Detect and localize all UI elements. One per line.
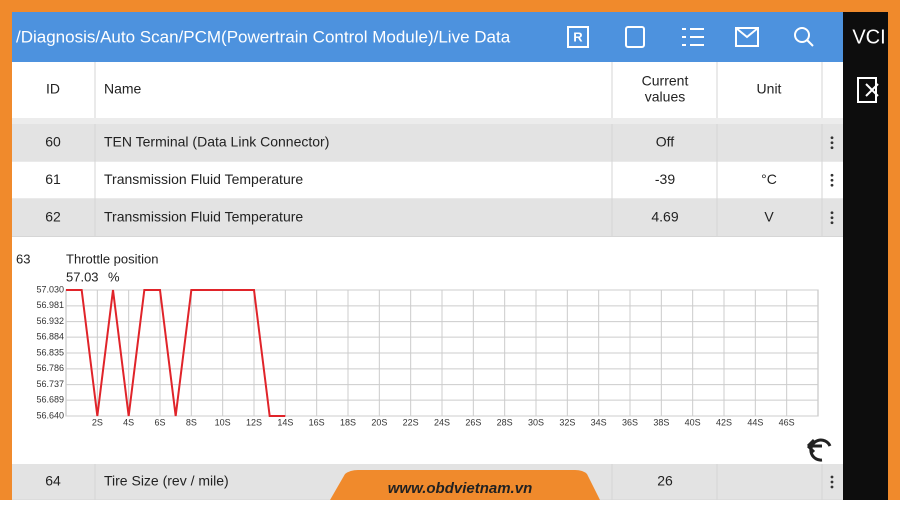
vci-button[interactable]: VCI (852, 26, 885, 48)
row-value: Off (656, 133, 675, 149)
x-tick-label: 12S (246, 417, 262, 427)
header-id: ID (46, 81, 60, 97)
x-tick-label: 22S (403, 417, 419, 427)
row-name: Transmission Fluid Temperature (104, 208, 303, 224)
menu-dot (830, 480, 834, 484)
list-icon[interactable] (682, 28, 704, 46)
graph-id: 63 (16, 251, 30, 266)
x-tick-label: 14S (277, 417, 293, 427)
x-tick-label: 36S (622, 417, 638, 427)
y-tick-label: 56.835 (36, 347, 64, 357)
footer-tab (330, 470, 600, 500)
row-id: 60 (45, 133, 61, 149)
x-tick-label: 42S (716, 417, 732, 427)
row-id: 64 (45, 473, 61, 489)
x-tick-label: 4S (123, 417, 134, 427)
search-handle (806, 39, 814, 47)
x-tick-label: 18S (340, 417, 356, 427)
x-tick-label: 8S (186, 417, 197, 427)
graph-name: Throttle position (66, 251, 159, 266)
row-value: 4.69 (651, 208, 678, 224)
x-tick-label: 28S (497, 417, 513, 427)
x-tick-label: 30S (528, 417, 544, 427)
header-name: Name (104, 81, 142, 97)
x-tick-label: 44S (747, 417, 763, 427)
row-value: 26 (657, 473, 673, 489)
row-name: TEN Terminal (Data Link Connector) (104, 133, 329, 149)
y-tick-label: 56.640 (36, 410, 64, 420)
y-tick-label: 57.030 (36, 284, 64, 294)
breadcrumb: /Diagnosis/Auto Scan/PCM(Powertrain Cont… (16, 27, 511, 46)
table-row (12, 199, 843, 237)
x-tick-label: 34S (591, 417, 607, 427)
x-tick-label: 32S (559, 417, 575, 427)
menu-dot (830, 216, 834, 220)
x-tick-label: 6S (154, 417, 165, 427)
header-value: values (645, 89, 685, 105)
y-tick-label: 56.884 (36, 332, 64, 342)
menu-dot (830, 146, 834, 150)
menu-dot (830, 211, 834, 215)
row-name: Tire Size (rev / mile) (104, 473, 229, 489)
graph-unit: % (108, 269, 120, 284)
x-tick-label: 20S (371, 417, 387, 427)
menu-dot (830, 183, 834, 187)
record-icon[interactable] (567, 26, 589, 48)
y-tick-label: 56.689 (36, 395, 64, 405)
row-unit: °C (761, 171, 777, 187)
sidebar (843, 12, 888, 500)
header-unit: Unit (757, 81, 782, 97)
header-gap (12, 118, 843, 124)
graph-current: 57.03 (66, 269, 99, 284)
row-id: 61 (45, 171, 61, 187)
footer-url: www.obdvietnam.vn (388, 480, 532, 497)
table-row (12, 124, 843, 162)
report-icon[interactable] (625, 26, 645, 48)
header-value: Current (642, 73, 689, 89)
y-tick-label: 56.786 (36, 363, 64, 373)
menu-dot (830, 178, 834, 182)
graph: 63 Throttle position 57.03 % 57.030 56.981 56.… (16, 251, 819, 427)
row-value: -39 (655, 171, 675, 187)
x-tick-label: 2S (92, 417, 103, 427)
row-id: 62 (45, 208, 61, 224)
y-tick-label: 56.737 (36, 379, 64, 389)
y-tick-label: 56.981 (36, 300, 64, 310)
x-tick-label: 46S (779, 417, 795, 427)
x-tick-label: 40S (685, 417, 701, 427)
search-icon[interactable] (794, 27, 810, 43)
table-row (12, 161, 843, 199)
data-line (66, 289, 286, 417)
record-label[interactable]: R (573, 29, 583, 44)
menu-dot (830, 485, 834, 489)
menu-dot (830, 221, 834, 225)
x-tick-label: 16S (309, 417, 325, 427)
row-unit: V (764, 208, 774, 224)
x-tick-label: 26S (465, 417, 481, 427)
exit-icon[interactable] (857, 77, 879, 103)
x-tick-label: 24S (434, 417, 450, 427)
menu-dot (830, 475, 834, 479)
mail-icon[interactable] (735, 27, 759, 47)
top-bar (12, 12, 843, 62)
x-tick-label: 38S (653, 417, 669, 427)
menu-dot (830, 136, 834, 140)
table-header (12, 62, 843, 118)
menu-dot (830, 173, 834, 177)
row-name: Transmission Fluid Temperature (104, 171, 303, 187)
x-tick-label: 10S (215, 417, 231, 427)
toolbar-icons (625, 26, 814, 48)
back-icon[interactable] (806, 438, 832, 462)
menu-dot (830, 141, 834, 145)
y-tick-label: 56.932 (36, 316, 64, 326)
